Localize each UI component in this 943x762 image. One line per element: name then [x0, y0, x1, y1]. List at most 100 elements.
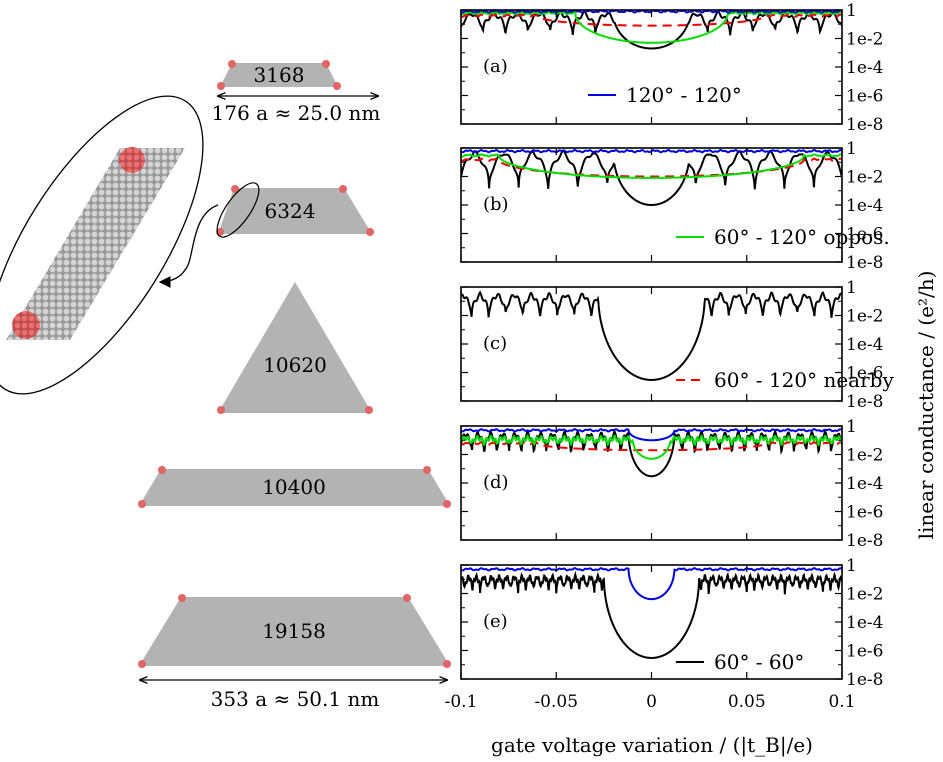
series-line-green — [461, 11, 842, 44]
y-tick-label: 1e-2 — [846, 446, 883, 466]
flake-shape — [139, 597, 450, 666]
flake-count-label: 19158 — [262, 619, 326, 643]
y-tick-label: 1 — [846, 278, 857, 298]
y-tick-label: 1e-6 — [846, 364, 883, 384]
y-tick-label: 1e-8 — [846, 115, 883, 135]
y-tick-label: 1 — [846, 556, 857, 576]
flake-dimension-label: 176 a ≈ 25.0 nm — [212, 101, 381, 125]
legend-label: 60° - 60° — [714, 650, 804, 674]
panel-label: (c) — [483, 333, 507, 354]
flake-corner-3 — [138, 500, 146, 508]
flake-3168: 3168 176 a ≈ 25.0 nm — [212, 60, 381, 125]
y-tick-label: 1e-2 — [846, 307, 883, 327]
zoomed-flake-inset — [0, 95, 204, 395]
y-axis-title: linear conductance / (e²/h) — [914, 271, 938, 540]
y-tick-label: 1e-8 — [846, 670, 883, 690]
x-tick-label: -0.05 — [534, 692, 578, 712]
y-tick-label: 1e-6 — [846, 642, 883, 662]
y-tick-label: 1e-6 — [846, 503, 883, 523]
flake-count-label: 6324 — [265, 199, 316, 223]
y-tick-label: 1e-4 — [846, 58, 883, 78]
panel-curves — [461, 290, 842, 381]
panel-label: (e) — [483, 611, 508, 632]
y-tick-label: 1e-2 — [846, 30, 883, 50]
panel-a: 1 1e-2 1e-4 1e-6 1e-8 (a) 120° - 120° — [460, 1, 883, 135]
panel-d: 1 1e-2 1e-4 1e-6 1e-8 (d) 60° - 120° nearby — [460, 368, 894, 551]
flake-corner-1 — [158, 466, 166, 474]
y-tick-label: 1e-4 — [846, 474, 883, 494]
flake-corner-1 — [228, 60, 236, 68]
series-line-red — [461, 441, 842, 452]
series-line-black — [461, 570, 842, 659]
panel-e: 1 1e-2 1e-4 1e-6 1e-8 -0.1 -0.05 0 0.05 0.1 (e) 60°… — [445, 556, 884, 712]
flake-corner-4 — [333, 82, 341, 90]
panel-curves — [461, 428, 842, 478]
zoom-corner-bottom — [12, 311, 40, 339]
panel-curves — [461, 149, 842, 206]
y-tick-label: 1 — [846, 1, 857, 21]
flake-6324: 6324 — [158, 182, 374, 288]
series-line-green — [461, 153, 842, 179]
flake-corner-1 — [178, 594, 186, 602]
zoom-ellipse-large — [0, 95, 204, 395]
flake-count-label: 10400 — [262, 475, 326, 499]
flake-corner-2 — [365, 406, 373, 414]
y-tick-label: 1e-8 — [846, 253, 883, 273]
zoom-ellipse-small — [216, 182, 260, 238]
y-tick-label: 1e-2 — [846, 585, 883, 605]
flake-illustrations: 3168 176 a ≈ 25.0 nm 6324 — [0, 60, 451, 711]
flake-corner-3 — [217, 82, 225, 90]
legend-label: 60° - 120° oppos. — [714, 225, 890, 249]
series-line-red — [461, 13, 842, 27]
x-tick-label: 0.05 — [728, 692, 766, 712]
panel-b: 1 1e-2 1e-4 1e-6 1e-8 (b) 60° - 120° oppos. — [460, 139, 890, 273]
x-tick-label: -0.1 — [445, 692, 478, 712]
x-tick-label: 0.1 — [828, 692, 855, 712]
flake-corner-1 — [231, 185, 239, 193]
flake-10400: 10400 — [138, 466, 451, 508]
y-tick-label: 1e-8 — [846, 531, 883, 551]
panel-label: (b) — [483, 194, 509, 215]
conductance-panels: 1 1e-2 1e-4 1e-6 1e-8 (a) 120° - 120° 1 1e-2 1e-4… — [445, 1, 895, 712]
y-tick-label: 1e-8 — [846, 392, 883, 412]
flake-dimension-label: 353 a ≈ 50.1 nm — [211, 687, 380, 711]
series-line-blue — [461, 428, 842, 442]
flake-shape — [220, 63, 338, 87]
flake-shape — [218, 282, 372, 413]
series-line-green — [461, 433, 842, 460]
flake-corner-3 — [138, 660, 146, 668]
legend-label: 120° - 120° — [626, 83, 742, 107]
y-tick-label: 1e-4 — [846, 196, 883, 216]
series-line-blue — [461, 567, 842, 601]
flake-10620: 10620 — [217, 282, 373, 414]
legend-label: 60° - 120° nearby — [714, 368, 894, 392]
panel-curves — [461, 567, 842, 659]
flake-corner-4 — [443, 500, 451, 508]
x-tick-label: 0 — [646, 692, 657, 712]
y-tick-label: 1 — [846, 139, 857, 159]
flake-corner-4 — [366, 228, 374, 236]
flake-19158: 19158 353 a ≈ 50.1 nm — [138, 594, 451, 711]
flake-corner-1 — [217, 406, 225, 414]
zoom-corner-top — [119, 147, 145, 173]
series-line-black — [461, 290, 842, 381]
y-tick-label: 1e-6 — [846, 87, 883, 107]
y-tick-label: 1 — [846, 417, 857, 437]
flake-count-label: 3168 — [254, 63, 305, 87]
series-line-black — [461, 10, 842, 50]
panel-c: 1 1e-2 1e-4 1e-6 1e-8 (c) — [460, 278, 883, 412]
x-axis-title: gate voltage variation / (|t_B|/e) — [491, 733, 813, 758]
y-tick-label: 1e-4 — [846, 335, 883, 355]
flake-shape — [139, 469, 450, 506]
series-line-black — [461, 149, 842, 206]
flake-corner-2 — [403, 594, 411, 602]
y-tick-label: 1e-6 — [846, 225, 883, 245]
series-line-red — [461, 157, 842, 178]
flake-corner-4 — [443, 660, 451, 668]
panel-label: (a) — [483, 56, 508, 77]
y-tick-label: 1e-4 — [846, 613, 883, 633]
flake-corner-2 — [322, 60, 330, 68]
flake-count-label: 10620 — [263, 353, 327, 377]
zoom-flake-strip — [6, 148, 185, 340]
